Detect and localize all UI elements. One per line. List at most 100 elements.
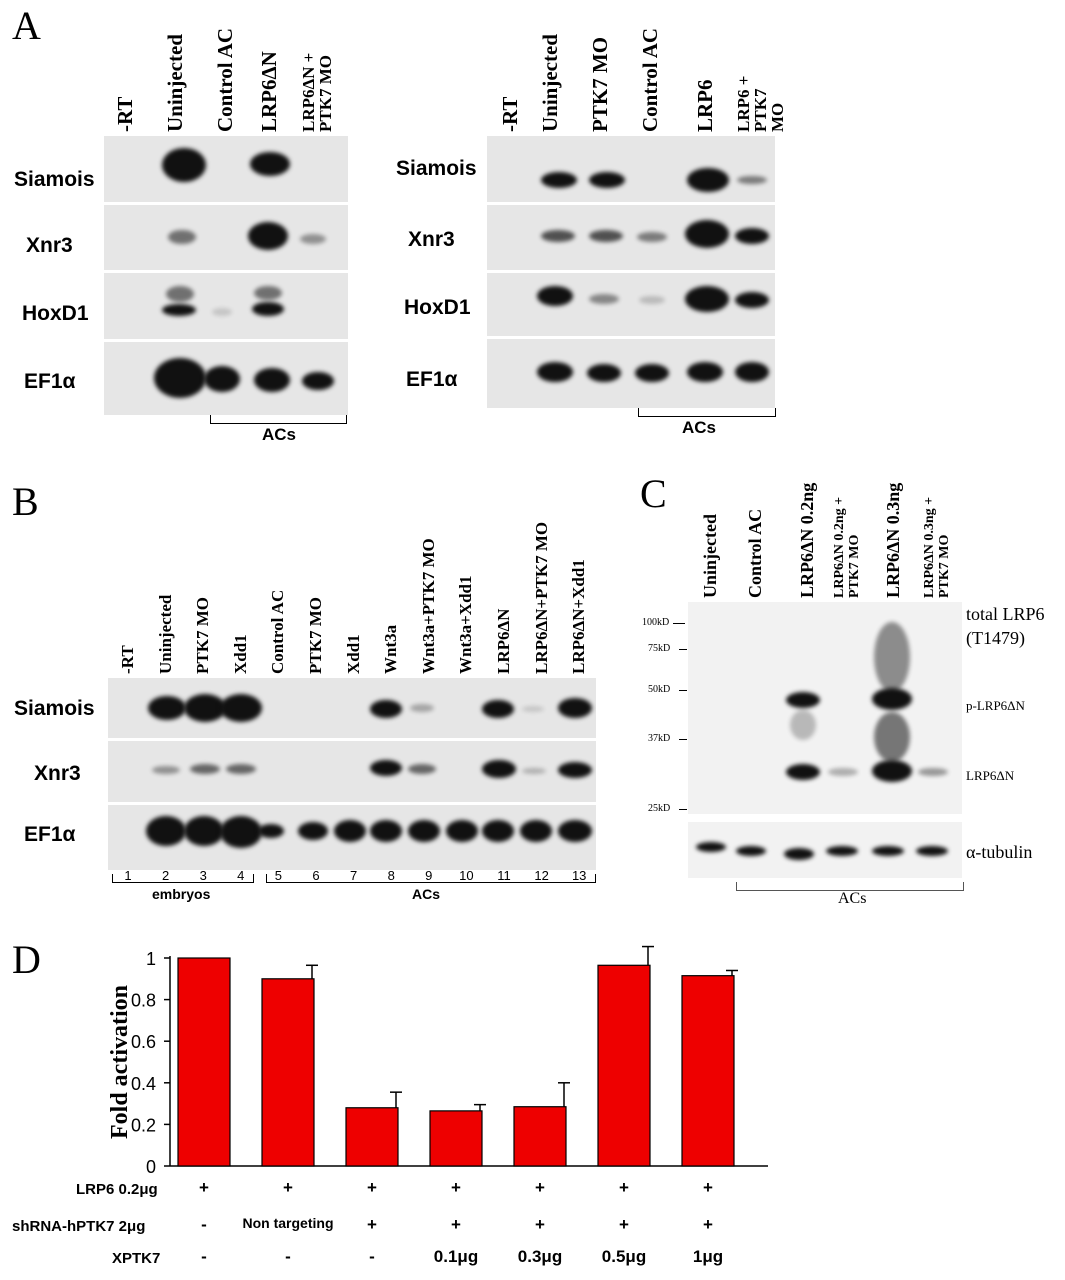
lane-label: LRP6ΔN+Xdd1 <box>569 559 589 674</box>
blot-separator <box>104 202 348 205</box>
band <box>166 286 194 302</box>
lane-label-text: LRP6 + PTK7 MO <box>734 75 787 132</box>
mw-tick <box>679 739 687 740</box>
gene-label: HoxD1 <box>22 302 89 325</box>
band <box>558 762 592 778</box>
band <box>872 688 912 710</box>
condition-cell: + <box>451 1215 461 1234</box>
band <box>248 222 288 250</box>
band <box>696 842 726 852</box>
lane-label: Control AC <box>638 27 662 132</box>
band <box>482 700 514 718</box>
band <box>635 364 669 382</box>
band <box>826 846 858 856</box>
lane-number: 3 <box>199 868 207 883</box>
band <box>786 692 820 708</box>
band <box>220 694 262 722</box>
lane-label: LRP6ΔN 0.2ng + PTK7 MO <box>832 478 863 598</box>
band <box>370 760 402 776</box>
band <box>828 768 858 776</box>
acs-label: ACs <box>838 890 867 907</box>
gene-label: EF1α <box>24 370 76 393</box>
y-tick-label: 0.4 <box>131 1074 156 1094</box>
band <box>162 304 196 316</box>
gene-label: EF1α <box>406 368 458 391</box>
bar <box>345 1107 399 1167</box>
band <box>250 152 290 176</box>
band <box>204 366 240 392</box>
blot-c-tubulin <box>688 822 962 878</box>
lane-number: 8 <box>387 868 395 883</box>
lane-label: PTK7 MO <box>306 597 325 674</box>
band <box>918 768 948 776</box>
band <box>874 712 910 762</box>
lane-number: 2 <box>161 868 170 883</box>
band <box>790 710 816 740</box>
condition-cell: 0.1μg <box>433 1247 479 1266</box>
lane-number: 7 <box>349 868 358 883</box>
mw-marker: 75kD <box>648 643 671 654</box>
condition-cell: + <box>283 1178 293 1197</box>
condition-cell: + <box>703 1178 713 1197</box>
blot-a-left <box>104 136 348 415</box>
panel-b-letter: B <box>12 479 39 524</box>
condition-cell: 0.5μg <box>601 1247 647 1266</box>
mw-marker: 37kD <box>648 733 671 744</box>
band <box>302 372 334 390</box>
band <box>637 232 667 242</box>
lane-number: 12 <box>534 868 549 883</box>
y-tick-label: 0 <box>146 1157 156 1177</box>
lane-label: -RT <box>498 96 522 132</box>
band <box>370 820 402 842</box>
lane-label: Xdd1 <box>230 634 250 674</box>
band <box>482 760 516 778</box>
lane-label: Control AC <box>213 27 237 132</box>
blot-separator <box>487 202 775 205</box>
acs-bracket <box>736 882 964 891</box>
band <box>298 822 328 840</box>
band <box>212 308 232 316</box>
condition-cell: - <box>285 1247 291 1266</box>
gene-label: Siamois <box>14 168 95 191</box>
lane-number: 9 <box>425 868 433 883</box>
blot-separator <box>104 270 348 273</box>
band <box>735 362 769 382</box>
bar <box>429 1110 483 1167</box>
band <box>786 764 820 780</box>
lane-label: LRP6ΔN 0.3ng <box>883 482 903 598</box>
band <box>220 816 262 848</box>
panel-c-letter: C <box>640 471 667 516</box>
band <box>334 820 366 842</box>
band <box>784 848 814 860</box>
band <box>589 172 625 188</box>
band <box>522 768 546 774</box>
band <box>872 846 904 856</box>
band <box>408 764 436 774</box>
band <box>874 622 910 692</box>
condition-cell: + <box>619 1178 629 1197</box>
lane-label: Control AC <box>745 508 765 598</box>
gene-label: Xnr3 <box>408 228 455 251</box>
blot-a-right <box>487 136 775 408</box>
lrp6-label: LRP6ΔN <box>966 768 1015 783</box>
condition-cell: + <box>535 1178 545 1197</box>
lane-label: -RT <box>118 645 137 674</box>
lane-number: 5 <box>274 868 282 883</box>
band <box>735 292 769 308</box>
acs-label: ACs <box>682 418 717 437</box>
band <box>589 230 623 242</box>
lane-label: Uninjected <box>538 34 562 132</box>
embryos-label: embryos <box>152 886 211 902</box>
lane-label: Wnt3a+Xdd1 <box>456 575 476 675</box>
band <box>482 820 514 842</box>
lane-number: 4 <box>237 868 245 883</box>
band <box>687 168 729 192</box>
mw-marker: 25kD <box>648 803 671 814</box>
blot-c <box>688 602 962 814</box>
panel-d-letter: D <box>12 937 41 982</box>
lane-label: LRP6ΔN 0.3ng + PTK7 MO <box>922 478 953 598</box>
bar <box>681 975 735 1167</box>
band <box>558 820 592 842</box>
panel-d-bar-chart: 0 0.2 0.4 0.6 0.8 1 Fold activation <box>107 945 768 1177</box>
band <box>300 234 326 244</box>
